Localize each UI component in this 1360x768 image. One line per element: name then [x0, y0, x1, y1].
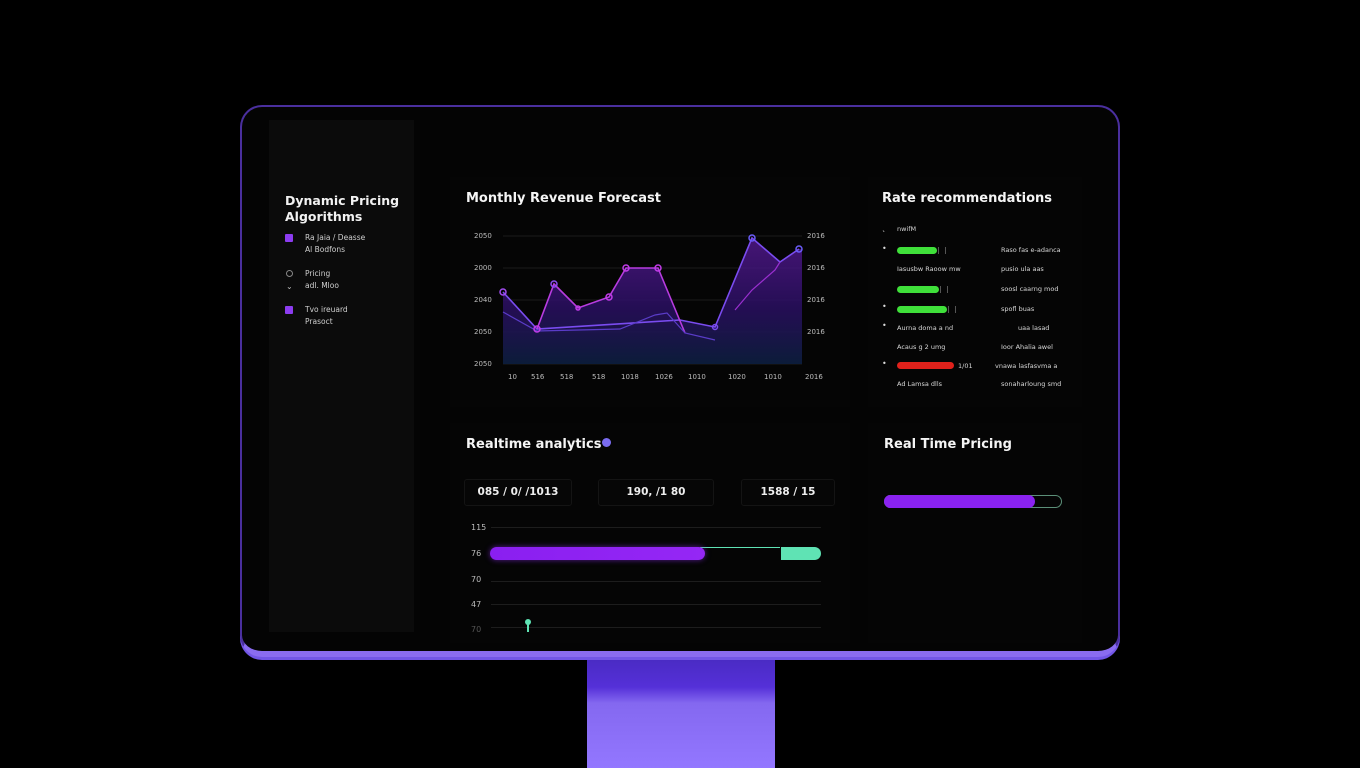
- monitor-frame: Dynamic Pricing Algorithms Ra Jaia / Dea…: [240, 105, 1120, 657]
- real-time-pricing-panel: Real Time Pricing: [868, 423, 1082, 643]
- rate-note: Ioor Ahalia awel: [1001, 343, 1053, 351]
- rate-label: Acaus g 2 umg: [897, 343, 946, 351]
- stat-card-2[interactable]: 190, /1 80: [598, 479, 714, 506]
- x-tick: 516: [531, 373, 545, 381]
- gridline: [491, 604, 821, 605]
- rate-note: sonaharloung smd: [1001, 380, 1062, 388]
- rate-bar: [897, 247, 937, 254]
- x-tick: 1020: [728, 373, 746, 381]
- timeline-marker-icon[interactable]: [525, 619, 531, 625]
- bullet-icon: •: [882, 321, 887, 330]
- rate-label: Aurna doma a nd: [897, 324, 954, 332]
- y-tick: 2050: [474, 232, 492, 240]
- panel-title: Realtime analytics: [466, 437, 612, 452]
- panel-title: Monthly Revenue Forecast: [466, 191, 661, 206]
- x-tick: 1018: [621, 373, 639, 381]
- x-tick: 1010: [688, 373, 706, 381]
- x-tick: 1026: [655, 373, 673, 381]
- sidebar-item-sublabel: Al Bodfons: [305, 245, 345, 254]
- dashboard-screen: Dynamic Pricing Algorithms Ra Jaia / Dea…: [242, 107, 1118, 651]
- rate-label: Iasusbw Raoow mw: [897, 265, 961, 273]
- bullet-icon: •: [882, 359, 887, 368]
- pin-icon: [286, 270, 293, 277]
- square-icon: [285, 306, 293, 314]
- gridline: [491, 527, 821, 528]
- y-tick: 76: [471, 549, 482, 558]
- rate-bar-end: [938, 247, 946, 254]
- gridline: [491, 627, 821, 628]
- bullet-icon: •: [882, 302, 887, 311]
- stat-card-1[interactable]: 085 / 0/ /1013: [464, 479, 572, 506]
- rate-note: Raso fas e-adanca: [1001, 246, 1061, 254]
- rate-bar-warning: [897, 362, 954, 369]
- sidebar-item-label: Tvo ireuard: [305, 305, 348, 314]
- y-tick: 70: [471, 625, 482, 634]
- y-tick: 2050: [474, 328, 492, 336]
- x-tick: 1010: [764, 373, 782, 381]
- y-tick-right: 2016: [807, 296, 825, 304]
- sidebar-item-sublabel: Prasoct: [305, 317, 333, 326]
- chevron-icon: ˎ: [882, 223, 886, 232]
- rate-note: spofl buas: [1001, 305, 1035, 313]
- x-tick: 2016: [805, 373, 823, 381]
- x-tick: 518: [560, 373, 574, 381]
- rate-note: soosl caarng mod: [1001, 285, 1059, 293]
- rate-bar-end: [948, 306, 956, 313]
- square-icon: [285, 234, 293, 242]
- rate-bar: [897, 286, 939, 293]
- sidebar-item-label: Ra Jaia / Deasse: [305, 233, 366, 242]
- x-tick: 10: [508, 373, 517, 381]
- x-tick: 518: [592, 373, 606, 381]
- progress-track-line: [700, 547, 780, 548]
- stat-card-3[interactable]: 1588 / 15: [741, 479, 835, 506]
- sidebar-item-label: Pricing: [305, 269, 331, 278]
- pricing-progress-fill: [883, 494, 1035, 508]
- y-tick: 70: [471, 575, 482, 584]
- rate-label: nwifM: [897, 225, 917, 233]
- analytics-progress-bar: [490, 547, 822, 560]
- rate-note: uaa lasad: [1018, 324, 1050, 332]
- y-tick-right: 2016: [807, 328, 825, 336]
- revenue-line-chart: [499, 234, 803, 365]
- y-tick: 47: [471, 600, 482, 609]
- panel-title: Real Time Pricing: [884, 437, 1012, 452]
- y-tick: 115: [471, 523, 487, 532]
- monitor-stand: [587, 660, 775, 768]
- y-tick: 2040: [474, 296, 492, 304]
- bullet-icon: •: [882, 244, 887, 253]
- rate-value: 1/01: [958, 362, 973, 370]
- rate-bar: [897, 306, 947, 313]
- rate-bar-end: [940, 286, 948, 293]
- sidebar-item-sublabel: adl. Mloo: [305, 281, 339, 290]
- y-tick: 2050: [474, 360, 492, 368]
- live-status-dot-icon: [602, 438, 612, 447]
- y-tick-right: 2016: [807, 232, 825, 240]
- sidebar-title: Dynamic Pricing Algorithms: [285, 193, 400, 224]
- y-tick: 2000: [474, 264, 492, 272]
- timeline-marker-stem: [527, 624, 529, 632]
- y-tick-right: 2016: [807, 264, 825, 272]
- progress-accent[interactable]: [781, 547, 821, 560]
- rate-note: pusio ula aas: [1001, 265, 1044, 273]
- rate-note: vnawa lasfasvma a: [995, 362, 1058, 370]
- gridline: [491, 581, 821, 582]
- panel-title: Rate recommendations: [882, 191, 1053, 206]
- rate-label: Ad Lamsa dlls: [897, 380, 943, 388]
- progress-fill: [490, 547, 705, 560]
- sidebar: Dynamic Pricing Algorithms Ra Jaia / Dea…: [269, 120, 414, 632]
- pricing-progress-bar[interactable]: [883, 494, 1062, 508]
- realtime-analytics-panel: Realtime analytics: [450, 423, 850, 643]
- chevron-down-icon[interactable]: ⌄: [286, 282, 293, 291]
